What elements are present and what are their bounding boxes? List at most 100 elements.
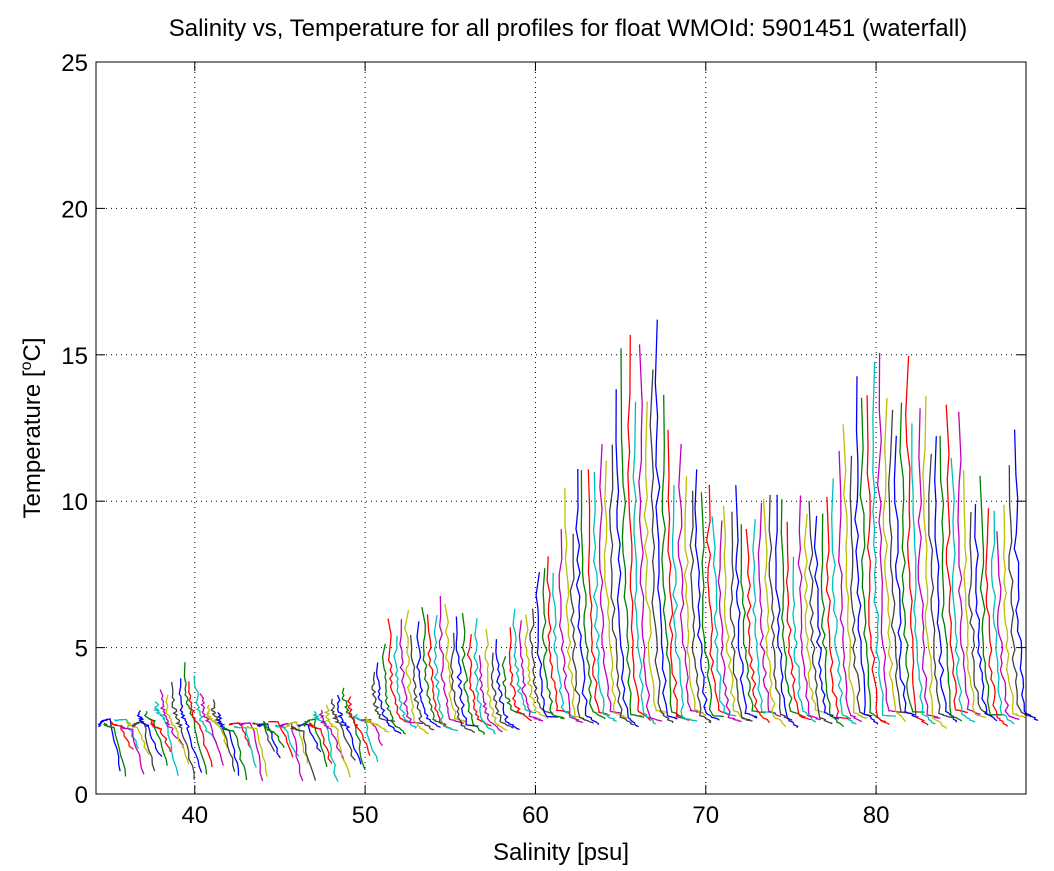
profile-line [950,457,976,723]
y-tick-label: 10 [61,489,88,516]
profile-line [711,516,737,717]
profile-line [524,614,549,720]
profile-line [689,490,712,724]
profile-line [893,435,919,718]
profile-line [785,521,812,721]
profile-line [268,720,294,758]
profile-line [735,485,758,719]
profile-line [558,529,584,724]
profile-line [968,511,993,717]
profile-line [939,435,963,722]
x-tick-label: 40 [181,802,208,829]
profile-line [1003,504,1026,719]
profile-line [649,369,674,724]
profile-line [831,478,857,725]
profile-line [990,510,1015,725]
profile-line [905,355,929,726]
profile-line [318,709,345,761]
profile-line [297,723,322,753]
profile-line [307,722,333,764]
profile-line [461,612,486,735]
profile-line [148,718,171,752]
profile-line [170,681,195,780]
profile-line [854,376,879,725]
profile-line [341,687,366,771]
profile-line [985,508,1008,727]
profile-line [490,652,514,729]
profile-line [205,704,228,749]
y-tick-label: 0 [75,782,88,809]
profile-line [979,475,1005,716]
y-axis-label: Temperature [oC] [18,338,46,519]
profile-line [825,496,851,720]
profile-line [302,718,328,768]
profile-line [654,319,678,720]
y-tick-label: 5 [75,636,88,663]
profile-line [274,724,300,757]
profile-line [705,484,730,716]
profile-line [722,505,749,721]
x-tick-label: 60 [522,802,549,829]
profile-line [529,608,554,714]
profile-line [188,681,213,768]
profile-line [974,504,998,722]
profile-line [643,401,668,714]
profile-line [375,662,402,735]
y-tick-label: 20 [61,196,88,223]
profile-line [518,620,544,722]
profile-line [592,471,617,723]
profile-line [210,699,236,772]
profile-line [347,696,371,756]
profile-line [421,606,447,726]
profile-line [495,639,520,731]
profile-line [609,444,634,726]
profile-line [546,556,570,713]
profile-line [246,726,268,777]
profile-line [199,693,224,766]
profile-line [797,495,822,721]
plot-frame [95,61,1027,795]
svg-text:Temperature [oC]: Temperature [oC] [18,338,46,519]
profile-line [808,500,833,725]
profile-line [136,710,163,758]
profile-line [416,621,441,728]
profile-line [323,704,351,778]
profile-line [466,634,492,727]
profile-line [615,389,639,728]
profile-line [945,404,968,714]
profile-line [820,513,844,728]
profile-line [120,726,145,775]
profile-line [792,556,817,723]
profile-line [501,656,526,715]
profile-line [745,528,771,724]
profile-line [922,395,947,730]
profile-line [312,710,339,782]
profile-line [1013,429,1039,722]
profile-line [638,344,663,722]
profile-line [409,634,435,731]
profile-line [131,721,156,772]
profile-line [632,401,657,725]
profile-line [484,629,508,731]
profile-line [330,698,356,761]
profile-line [859,397,884,723]
profile-line [627,334,652,722]
profile-line [552,572,576,719]
profile-line [478,655,503,733]
profile-line [928,453,953,719]
profile-line [455,616,480,728]
profile-line [238,722,264,782]
profile-line [450,632,476,734]
profile-line [661,394,686,719]
profile-line [569,533,594,724]
profile-line [433,615,459,732]
profile-line [278,722,304,782]
profile-line [233,726,257,768]
profile-line [438,595,464,724]
profile-line [849,455,873,717]
y-tick-label: 15 [61,343,88,370]
x-tick-label: 80 [863,802,890,829]
profile-line [598,444,622,715]
